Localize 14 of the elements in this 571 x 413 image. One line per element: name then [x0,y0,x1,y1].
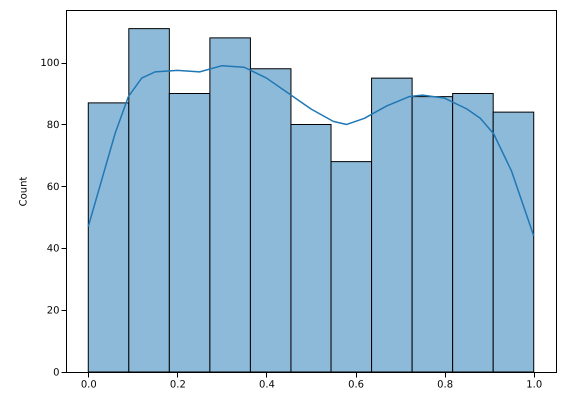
y-tick-label: 40 [46,244,60,255]
x-tick-label: 0.6 [348,380,364,390]
y-tick-label: 0 [53,368,60,378]
x-tick-label: 1.0 [526,380,542,390]
y-tick-label: 80 [46,120,60,131]
y-axis-title: Count [18,176,30,206]
y-tick-label: 20 [46,306,60,317]
x-tick-label: 0.8 [437,380,454,390]
x-tick-label: 0.2 [170,380,186,390]
y-tick-label: 100 [40,58,60,70]
y-tick-label: 60 [46,182,60,193]
x-tick-label: 0.4 [259,380,275,390]
x-tick-label: 0.0 [80,380,97,390]
line-series [88,64,534,237]
